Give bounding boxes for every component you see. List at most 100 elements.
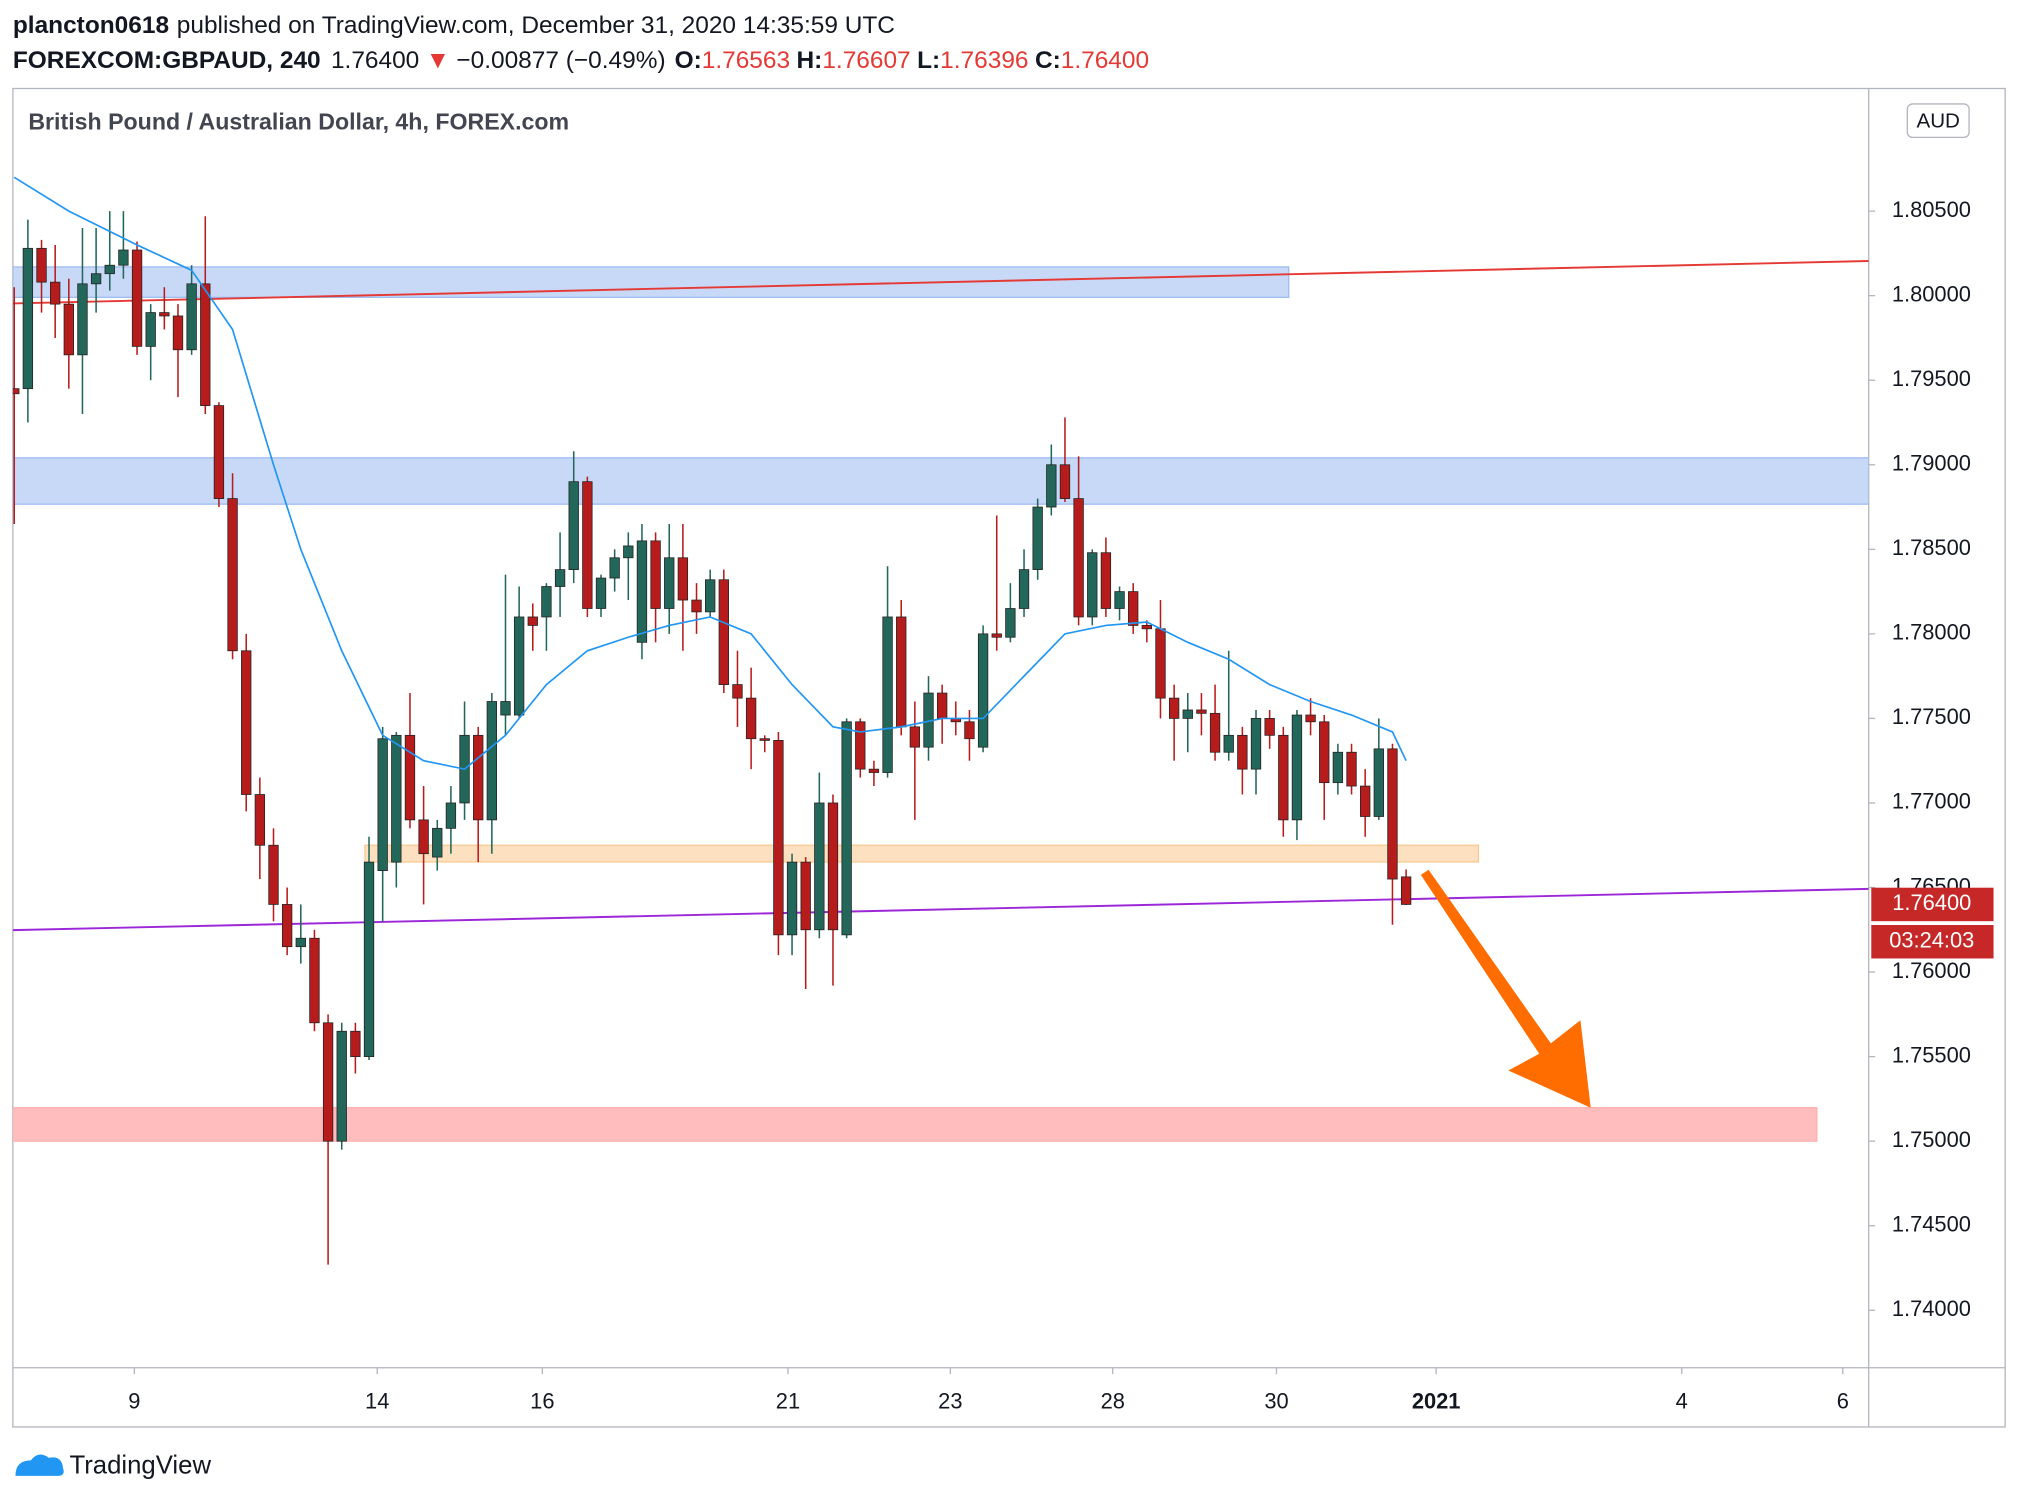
candle-body (363, 861, 375, 1057)
candle-body (527, 616, 538, 626)
countdown: 03:24:03 (1889, 928, 1974, 953)
candle-body (500, 701, 511, 716)
candle-body (50, 281, 61, 305)
y-tick-label: 1.79000 (1892, 451, 1971, 476)
candle-body (1319, 721, 1330, 784)
candle-body (12, 388, 20, 395)
o-label: O: (675, 47, 702, 74)
candle-body (1018, 569, 1030, 609)
candle-body (1168, 697, 1180, 719)
o-value: 1.76563 (702, 47, 790, 74)
candle-body (745, 697, 757, 740)
candle-body (1264, 718, 1275, 736)
trendline (12, 260, 1869, 305)
trendline (12, 887, 1869, 932)
change: −0.00877 (−0.49%) (456, 47, 665, 74)
candle-body (541, 586, 552, 618)
price: 1.76400 (331, 47, 419, 74)
candle-body (595, 577, 607, 609)
candle-body (1250, 718, 1262, 770)
c-value: 1.76400 (1061, 47, 1149, 74)
axes: 1.740001.745001.750001.755001.760001.765… (128, 197, 1994, 1413)
published: published on TradingView.com, December 3… (177, 12, 895, 39)
y-tick-label: 1.78000 (1892, 620, 1971, 645)
x-tick-label: 9 (128, 1388, 140, 1413)
publisher: plancton0618 (13, 12, 169, 39)
candle-body (718, 579, 729, 685)
candle-body (1141, 625, 1153, 630)
candle-body (827, 802, 839, 931)
candle-body (1128, 591, 1139, 626)
candle-body (1332, 751, 1344, 784)
candle-body (213, 405, 225, 499)
candle-body (1196, 709, 1207, 714)
candle-body (1400, 876, 1412, 905)
currency-badge[interactable] (1906, 103, 1970, 139)
candle-body (145, 312, 156, 347)
frame (12, 87, 2006, 1428)
countdown-badge (1871, 925, 1994, 959)
candle-body (991, 633, 1002, 638)
candle-body (281, 904, 293, 948)
y-tick-label: 1.75000 (1892, 1127, 1971, 1152)
logo-icon (15, 1454, 64, 1476)
c-label: C: (1035, 47, 1061, 74)
currency: AUD (1916, 109, 1959, 132)
candle-body (650, 540, 661, 609)
x-tick-label: 16 (530, 1388, 554, 1413)
zone (12, 457, 1869, 505)
zone (364, 844, 1480, 863)
candle-body (200, 283, 211, 406)
candle-body (186, 283, 197, 351)
candle-body (677, 557, 689, 601)
moving-average (13, 176, 1407, 771)
candle-body (445, 802, 457, 829)
y-tick-label: 1.80500 (1892, 197, 1971, 222)
y-tick-label: 1.74500 (1892, 1211, 1971, 1236)
candle-body (418, 819, 429, 855)
x-tick-label: 28 (1101, 1388, 1125, 1413)
candle-body (404, 734, 416, 821)
candle-body (131, 249, 143, 347)
candle-body (882, 616, 893, 773)
candle-body (664, 557, 675, 609)
candle-body (1100, 552, 1112, 609)
candle-body (90, 273, 102, 285)
candle-body (1046, 464, 1057, 508)
y-tick-label: 1.79500 (1892, 366, 1971, 391)
candle-body (1305, 714, 1316, 723)
candle-body (841, 721, 852, 936)
candle-body (977, 633, 989, 748)
candle-body (582, 481, 593, 609)
candle-body (159, 312, 170, 317)
x-tick-label: 30 (1264, 1388, 1288, 1413)
candle-body (1059, 464, 1071, 499)
candle-body (636, 540, 648, 643)
chart-title: British Pound / Australian Dollar, 4h, F… (28, 109, 569, 135)
candle-body (473, 734, 484, 821)
candle-body (254, 794, 266, 846)
candle-body (964, 721, 975, 740)
candle-body (1360, 785, 1371, 817)
symbol: FOREXCOM:GBPAUD, 240 (13, 47, 321, 74)
candle-body (22, 247, 34, 390)
candle-body (118, 249, 129, 266)
candle-body (855, 721, 866, 770)
brand: TradingView (69, 1451, 211, 1479)
change-arrow: ▼ (426, 47, 450, 74)
last-price-badge (1871, 887, 1994, 922)
candle-body (1182, 709, 1193, 719)
l-label: L: (917, 47, 940, 74)
candle-body (909, 726, 921, 748)
candle-body (896, 616, 907, 728)
candle-body (1223, 734, 1234, 753)
logo: TradingView (15, 1451, 211, 1479)
y-tick-label: 1.76000 (1892, 958, 1971, 983)
candle-body (1087, 552, 1098, 618)
y-tick-label: 1.77000 (1892, 789, 1971, 814)
candle-body (322, 1022, 334, 1142)
candle-body (691, 599, 702, 613)
zone (12, 266, 1290, 299)
